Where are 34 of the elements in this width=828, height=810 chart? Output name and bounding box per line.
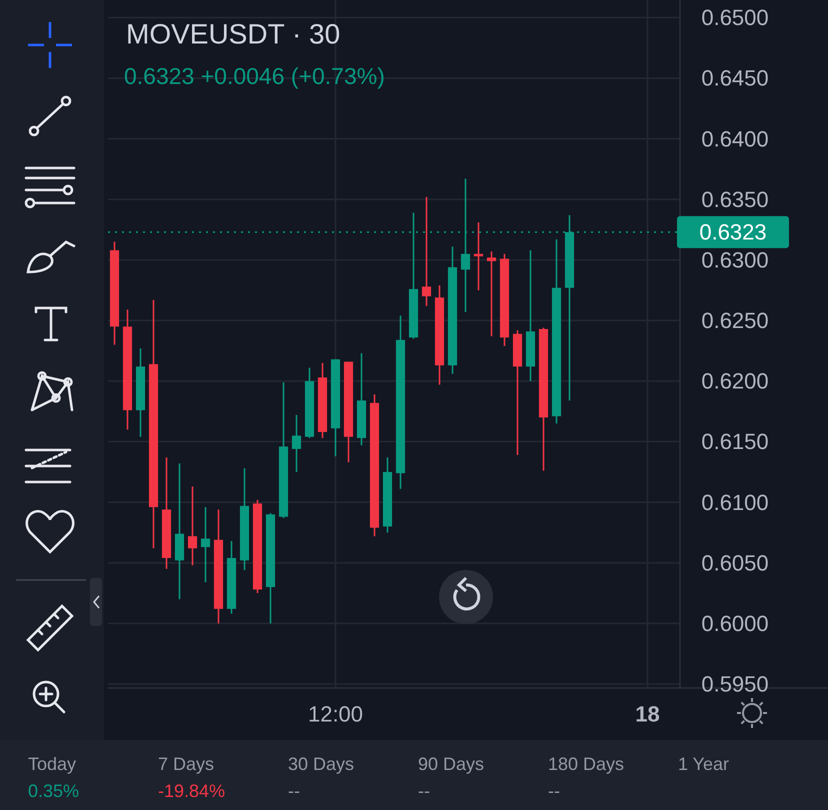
y-tick-label: 0.6050	[701, 550, 769, 576]
text: 0.35%	[28, 781, 80, 801]
text: -19.84%	[158, 781, 226, 801]
y-tick-label: 0.6150	[701, 429, 769, 454]
y-tick-label: 0.6450	[701, 66, 769, 91]
text: 0.6323 +0.0046 (+0.73%)	[124, 63, 385, 89]
candlestick	[188, 486, 198, 566]
y-tick-label: 0.6500	[701, 5, 769, 30]
text: --	[418, 781, 430, 801]
text: 30 Days	[288, 754, 354, 774]
y-tick-label: 0.6250	[701, 308, 769, 334]
text: 7 Days	[158, 754, 214, 774]
y-tick-label: 0.6350	[701, 186, 769, 212]
y-tick-label: 0.5950	[701, 672, 769, 696]
candlestick	[200, 506, 210, 583]
text: --	[288, 781, 300, 801]
ref-line-label: 0.6323	[699, 220, 767, 245]
candlestick	[292, 414, 302, 473]
candlestick	[474, 222, 484, 291]
text: --	[548, 781, 560, 801]
chart-title: MOVEUSDT · 30	[126, 18, 340, 50]
y-tick-label: 0.6100	[701, 490, 769, 515]
text: 180 Days	[548, 754, 624, 774]
x-tick-label: 12:00	[308, 702, 364, 726]
candlestick	[422, 196, 432, 307]
y-tick-label: 0.6300	[701, 247, 769, 272]
y-tick-label: 0.6200	[701, 368, 769, 394]
candlestick	[486, 250, 496, 338]
x-tick-label: 18	[635, 702, 660, 726]
y-tick-label: 0.6400	[701, 126, 769, 152]
text: 90 Days	[418, 754, 484, 774]
y-tick-label: 0.6000	[701, 610, 769, 636]
text: Today	[28, 754, 76, 774]
text: 1 Year	[678, 754, 730, 774]
